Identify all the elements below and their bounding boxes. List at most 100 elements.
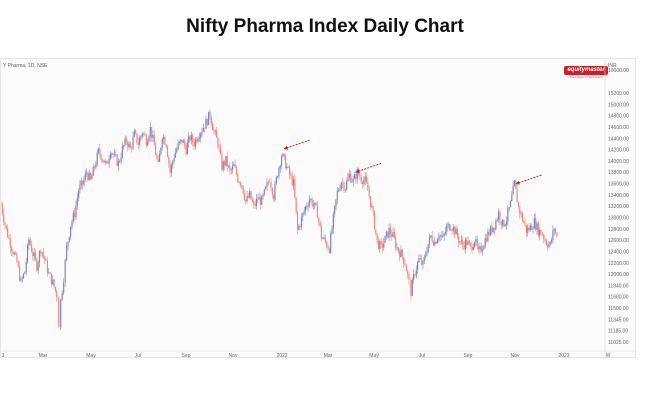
candle-body — [108, 158, 110, 164]
candle-body — [245, 199, 247, 202]
candle-body — [32, 251, 34, 257]
candle-body — [241, 185, 243, 187]
candle-body — [355, 174, 357, 180]
candle-body — [239, 182, 242, 186]
candle-body — [344, 189, 346, 191]
candle-body — [255, 198, 257, 206]
candle-body — [423, 256, 425, 262]
candle-body — [221, 153, 223, 170]
candle-body — [277, 176, 279, 178]
candle-body — [306, 206, 308, 208]
candle-body — [436, 239, 439, 244]
arrow-shaft — [518, 174, 542, 184]
candle-body — [169, 163, 171, 173]
candle-body — [395, 237, 397, 248]
candle-body — [539, 229, 541, 236]
candle-body — [223, 161, 226, 166]
candle-body — [478, 246, 480, 250]
candle-body — [37, 262, 39, 271]
candle-body — [53, 279, 55, 287]
candle-body — [537, 223, 539, 236]
candle-body — [117, 161, 120, 166]
y-tick-label: 14800.00 — [608, 114, 629, 120]
candle-body — [5, 225, 7, 228]
candle-body — [468, 241, 470, 243]
price-scale-sub: 10000.00 — [608, 68, 629, 74]
candle-body — [292, 179, 295, 186]
x-tick-label: M — [606, 353, 610, 359]
annotation-arrow — [355, 162, 382, 173]
chart-title: Nifty Pharma Index Daily Chart — [186, 16, 464, 37]
candle-body — [249, 191, 251, 198]
candle-body — [348, 173, 350, 178]
candle-body — [217, 137, 219, 148]
candle-body — [84, 173, 86, 180]
candle-body — [180, 139, 182, 142]
candle-body — [342, 182, 344, 184]
candle-body — [44, 256, 46, 260]
candle-body — [444, 231, 447, 234]
candle-body — [185, 146, 187, 155]
candle-body — [529, 225, 531, 231]
candle-body — [515, 180, 517, 189]
candle-body — [70, 226, 72, 237]
candle-body — [87, 172, 89, 180]
candle-body — [193, 142, 195, 147]
candle-body — [210, 116, 212, 124]
candle-body — [491, 226, 493, 233]
candle-body — [78, 190, 80, 198]
x-tick-label: 2023 — [558, 353, 569, 359]
candle-body — [194, 139, 196, 147]
candle-body — [95, 164, 97, 168]
candle-body — [432, 241, 435, 246]
candle-body — [454, 226, 456, 235]
candle-body — [296, 212, 299, 230]
candle-body — [339, 189, 341, 191]
logo-text: equitymaster — [564, 66, 608, 75]
candle-body — [474, 242, 476, 248]
candle-body — [247, 195, 250, 198]
candle-body — [166, 146, 169, 157]
candle-body — [438, 236, 440, 240]
candle-body — [113, 153, 116, 155]
candle-body — [190, 135, 192, 141]
candle-body — [178, 141, 181, 144]
candle-body — [97, 148, 100, 153]
x-tick-label: Nov — [229, 353, 238, 359]
candle-body — [482, 249, 484, 252]
candle-body — [459, 241, 461, 243]
candle-body — [237, 174, 239, 182]
candle-body — [464, 240, 466, 250]
candle-body — [76, 197, 78, 206]
candle-body — [71, 221, 73, 227]
candle-body — [231, 165, 234, 170]
candle-body — [83, 179, 85, 185]
candle-body — [265, 186, 267, 190]
candle-body — [347, 177, 349, 182]
candle-body — [489, 226, 492, 236]
candle-body — [52, 279, 54, 285]
candle-body — [448, 223, 451, 231]
candle-body — [322, 238, 324, 240]
candle-body — [121, 146, 123, 158]
y-tick-label: 15000.00 — [608, 102, 629, 108]
candle-body — [505, 221, 508, 225]
chart-panel[interactable]: Y Pharma, 1D, NSE equitymaster The inves… — [0, 58, 637, 359]
candle-body — [523, 220, 525, 223]
candle-body — [202, 127, 204, 132]
symbol-label: Y Pharma, 1D, NSE — [3, 63, 48, 69]
candle-body — [26, 245, 29, 262]
candle-body — [103, 160, 105, 163]
candle-body — [54, 286, 56, 291]
candle-body — [484, 238, 486, 247]
candle-body — [109, 153, 112, 159]
y-tick-label: 11840.00 — [608, 283, 629, 289]
candle-body — [128, 143, 130, 148]
y-tick-label: 12000.00 — [608, 272, 629, 278]
candle-body — [267, 182, 269, 184]
candle-body — [261, 196, 263, 205]
candle-body — [318, 218, 320, 222]
candle-body — [401, 249, 403, 258]
candle-body — [332, 213, 334, 229]
